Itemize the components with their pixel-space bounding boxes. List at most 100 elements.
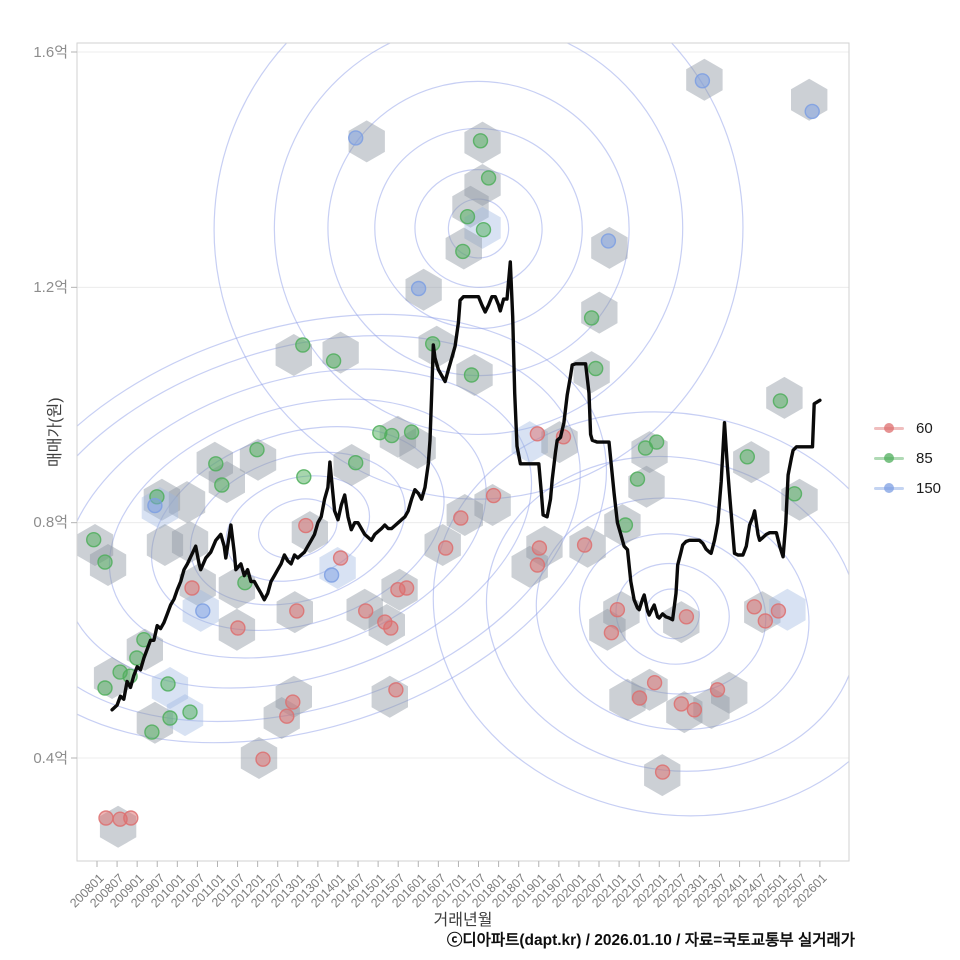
scatter-layer [85,73,820,827]
scatter-point-60 [285,694,301,710]
scatter-point-85 [295,337,311,353]
plot-border [76,42,850,862]
scatter-point-85 [97,680,113,696]
legend-item-150: 150 [874,473,941,503]
scatter-point-85 [459,208,476,225]
legend-label-60: 60 [916,419,933,437]
hexbin [171,521,209,564]
legend-item-60: 60 [874,413,941,443]
scatter-point-85 [739,449,755,465]
scatter-point-85 [296,469,312,485]
footer-credit: ⓒ디아파트(dapt.kr) / 2026.01.10 / 자료=국토교통부 실… [446,932,855,949]
y-axis-title: 매매가(원) [46,397,64,467]
axis-ticks [71,51,821,867]
scatter-point-60 [184,580,200,596]
scatter-point-60 [358,603,374,619]
scatter-point-60 [230,620,246,636]
y-tick-label: 1.6억 [33,43,68,61]
scatter-point-85 [463,367,480,383]
hexbin [693,687,730,729]
scatter-point-60 [678,609,695,625]
gridlines [77,51,849,759]
y-tick-label: 1.2억 [33,278,68,296]
price-line [110,260,822,712]
hexbin-layer [77,58,828,848]
scatter-point-85 [480,170,497,186]
legend-label-150: 150 [916,479,942,497]
scatter-point-85 [372,425,388,441]
scatter-point-150 [147,497,163,514]
scatter-point-85 [472,133,489,149]
scatter-point-60 [279,708,295,724]
hexbin [511,545,548,588]
scatter-point-150 [410,280,427,297]
legend-label-85: 85 [916,449,933,467]
scatter-point-85 [214,477,230,493]
hexbin [711,671,748,714]
scatter-point-60 [757,613,773,629]
hexbin [609,678,646,721]
scatter-point-85 [85,532,102,548]
scatter-point-60 [770,603,787,619]
scatter-point-85 [162,710,178,726]
scatter-point-150 [348,130,364,146]
scatter-point-85 [475,221,492,238]
scatter-point-60 [631,690,648,706]
scatter-point-150 [195,603,211,619]
scatter-point-85 [403,424,420,440]
scatter-point-60 [746,599,762,615]
scatter-point-60 [686,702,703,718]
scatter-point-60 [609,602,626,618]
scatter-point-85 [97,554,113,570]
scatter-point-60 [388,682,404,698]
scatter-point-150 [600,233,617,249]
hexbin [168,481,206,524]
scatter-point-85 [325,353,342,369]
hexbin [371,675,408,718]
scatter-point-60 [438,540,454,556]
scatter-point-85 [455,243,471,260]
contour-layer [77,43,849,817]
hexbin [146,524,184,566]
scatter-point-85 [772,393,789,409]
hexbin [628,465,665,508]
hexbin [474,484,511,526]
scatter-point-60 [255,751,271,767]
scatter-point-85 [348,455,364,471]
legend-key-150-icon [874,482,904,494]
scatter-point-60 [531,540,548,556]
scatter-point-85 [648,434,665,450]
scatter-point-60 [332,550,349,566]
scatter-point-85 [249,442,265,458]
scatter-point-60 [98,810,114,826]
scatter-point-60 [485,487,502,504]
scatter-point-60 [298,517,314,534]
hexbin [769,588,806,631]
hexbin [239,438,277,481]
x-axis-title: 거래년월 [433,912,493,929]
scatter-point-150 [804,103,820,120]
y-tick-label: 0.8억 [33,514,68,532]
scatter-point-60 [123,810,139,826]
scatter-point-60 [646,675,663,691]
legend-key-60-icon [874,422,904,434]
scatter-point-60 [709,682,726,698]
scatter-point-60 [654,764,671,780]
legend-item-85: 85 [874,443,941,473]
scatter-point-60 [576,537,593,553]
scatter-point-60 [289,603,305,619]
scatter-point-150 [323,567,340,583]
scatter-point-60 [603,625,620,641]
scatter-point-85 [182,704,198,720]
scatter-point-85 [588,360,604,377]
scatter-point-85 [583,310,600,326]
scatter-point-60 [529,426,546,442]
scatter-point-85 [629,471,646,487]
legend-key-85-icon [874,452,904,464]
scatter-point-60 [453,510,469,526]
scatter-point-85 [144,724,160,740]
legend: 60 85 150 [874,413,941,503]
scatter-point-60 [529,557,546,573]
